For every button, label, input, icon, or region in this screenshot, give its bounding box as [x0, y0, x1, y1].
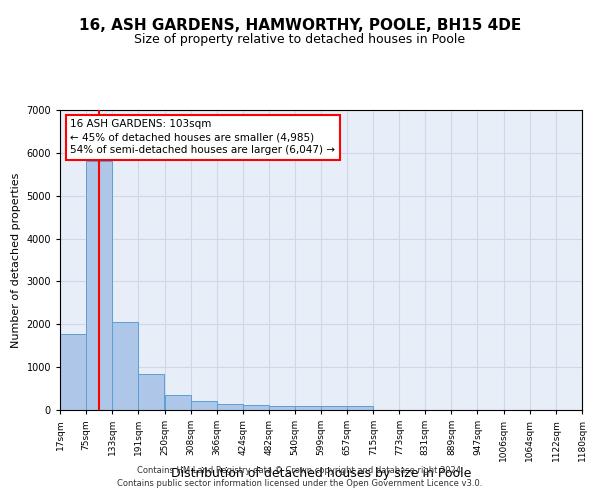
Bar: [269, 406, 295, 410]
Bar: [295, 406, 321, 410]
Text: Size of property relative to detached houses in Poole: Size of property relative to detached ho…: [134, 32, 466, 46]
Bar: [164, 395, 191, 410]
X-axis label: Distribution of detached houses by size in Poole: Distribution of detached houses by size …: [171, 466, 471, 479]
Bar: [86, 162, 112, 410]
Bar: [322, 406, 347, 410]
Bar: [138, 374, 164, 410]
Bar: [347, 406, 373, 410]
Bar: [217, 404, 242, 410]
Bar: [191, 402, 217, 410]
Text: 16 ASH GARDENS: 103sqm
← 45% of detached houses are smaller (4,985)
54% of semi-: 16 ASH GARDENS: 103sqm ← 45% of detached…: [70, 119, 335, 156]
Y-axis label: Number of detached properties: Number of detached properties: [11, 172, 21, 348]
Text: Contains HM Land Registry data © Crown copyright and database right 2024.
Contai: Contains HM Land Registry data © Crown c…: [118, 466, 482, 487]
Text: 16, ASH GARDENS, HAMWORTHY, POOLE, BH15 4DE: 16, ASH GARDENS, HAMWORTHY, POOLE, BH15 …: [79, 18, 521, 32]
Bar: [112, 322, 138, 410]
Bar: [60, 334, 86, 410]
Bar: [243, 406, 269, 410]
